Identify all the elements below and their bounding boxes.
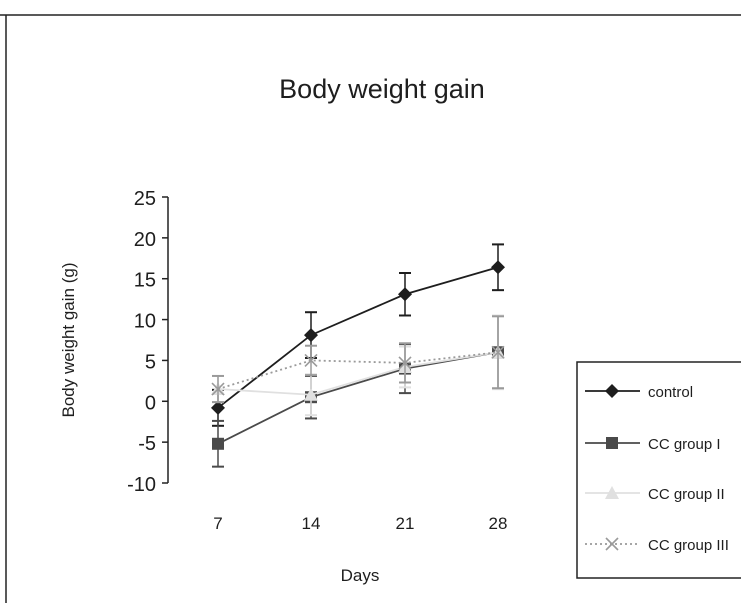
data-point xyxy=(212,437,224,450)
x-axis-label: Days xyxy=(341,566,380,585)
legend-item: CC group II xyxy=(585,486,725,503)
legend-label: CC group I xyxy=(648,436,721,453)
series-line xyxy=(217,266,499,409)
y-tick-label: 20 xyxy=(134,229,156,251)
legend-item: CC group III xyxy=(585,537,729,554)
series-1 xyxy=(211,243,505,427)
y-tick-label: 0 xyxy=(145,392,156,414)
legend-items: control CC group I CC group II CC group III xyxy=(585,384,729,554)
legend-marker xyxy=(605,486,619,499)
x-tick-label: 7 xyxy=(213,514,222,533)
data-point xyxy=(398,356,412,370)
legend-marker xyxy=(605,537,619,551)
legend-marker xyxy=(606,437,618,449)
legend: control CC group I CC group II CC group III xyxy=(576,361,741,579)
y-tick-label: 10 xyxy=(134,311,156,333)
legend-label: control xyxy=(648,384,693,401)
x-tick-label: 28 xyxy=(489,514,508,533)
series-layer xyxy=(211,243,505,468)
x-tick-label: 21 xyxy=(396,514,415,533)
legend-label: CC group III xyxy=(648,537,729,554)
data-point xyxy=(304,328,318,343)
series-4 xyxy=(211,315,505,404)
axes: 25 20 15 10 5 0 -5 -10 7 14 21 28 xyxy=(127,188,507,533)
y-tick-label: 25 xyxy=(134,188,156,210)
data-point xyxy=(491,345,505,359)
data-point xyxy=(304,387,318,401)
legend-label: CC group II xyxy=(648,486,725,503)
series-line xyxy=(217,351,499,396)
data-point xyxy=(304,353,318,367)
chart-title: Body weight gain xyxy=(279,74,485,104)
y-axis-label: Body weight gain (g) xyxy=(59,263,78,418)
series-line xyxy=(217,351,499,445)
legend-marker xyxy=(605,384,619,398)
y-tick-label: -10 xyxy=(127,474,156,496)
data-point xyxy=(211,400,225,415)
data-point xyxy=(491,260,505,275)
data-point xyxy=(398,287,412,302)
y-tick-label: 15 xyxy=(134,270,156,292)
data-point xyxy=(211,382,225,396)
y-tick-label: -5 xyxy=(138,433,156,455)
x-tick-label: 14 xyxy=(302,514,321,533)
legend-box xyxy=(576,361,741,579)
y-tick-label: 5 xyxy=(145,351,156,373)
series-3 xyxy=(211,314,505,417)
legend-item: CC group I xyxy=(585,436,721,453)
legend-item: control xyxy=(585,384,693,401)
